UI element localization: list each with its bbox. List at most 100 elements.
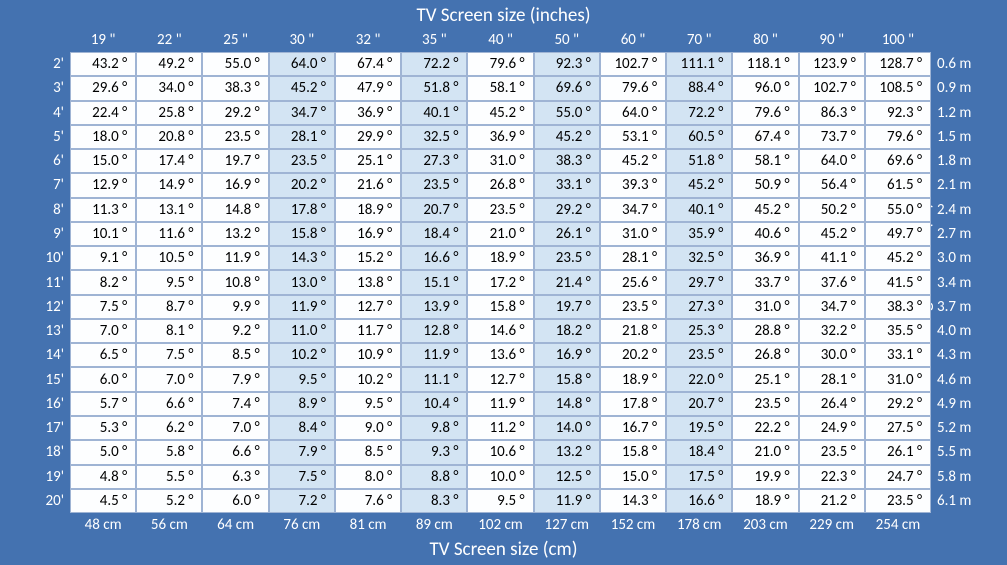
data-cell: 51.8 °: [666, 149, 732, 173]
data-cell: 58.1 °: [467, 76, 533, 100]
data-cell: 20.7 °: [401, 198, 467, 222]
data-cell: 23.5 °: [865, 489, 931, 513]
data-cell: 7.6 °: [335, 489, 401, 513]
row-label-meters: 2.7 m: [931, 222, 977, 246]
data-cell: 73.7 °: [799, 125, 865, 149]
row-label-feet: 5': [30, 125, 70, 149]
data-cell: 6.2 °: [136, 416, 202, 440]
data-cell: 13.2 °: [202, 222, 268, 246]
row-label-feet: 20': [30, 489, 70, 513]
data-cell: 45.2 °: [799, 222, 865, 246]
data-cell: 6.6 °: [136, 392, 202, 416]
data-cell: 28.8 °: [732, 319, 798, 343]
table-row: 19'4.8 °5.5 °6.3 °7.5 °8.0 °8.8 °10.0 °1…: [30, 465, 977, 489]
data-cell: 13.8 °: [335, 270, 401, 294]
data-cell: 19.7 °: [202, 149, 268, 173]
col-header-inches: 100 ": [865, 28, 931, 52]
data-cell: 123.9 °: [799, 52, 865, 76]
data-cell: 10.6 °: [467, 440, 533, 464]
col-header-inches: 50 ": [534, 28, 600, 52]
data-cell: 9.9 °: [202, 295, 268, 319]
data-cell: 8.5 °: [202, 343, 268, 367]
data-cell: 35.9 °: [666, 222, 732, 246]
data-cell: 11.2 °: [467, 416, 533, 440]
data-cell: 11.9 °: [202, 246, 268, 270]
data-cell: 64.0 °: [269, 52, 335, 76]
data-cell: 15.0 °: [600, 465, 666, 489]
data-cell: 7.9 °: [269, 440, 335, 464]
data-cell: 35.5 °: [865, 319, 931, 343]
data-cell: 9.3 °: [401, 440, 467, 464]
data-cell: 43.2 °: [70, 52, 136, 76]
data-cell: 29.7 °: [666, 270, 732, 294]
data-cell: 17.8 °: [600, 392, 666, 416]
data-cell: 25.3 °: [666, 319, 732, 343]
row-label-meters: 0.9 m: [931, 76, 977, 100]
data-cell: 25.6 °: [600, 270, 666, 294]
data-cell: 18.4 °: [401, 222, 467, 246]
data-cell: 25.8 °: [136, 101, 202, 125]
data-cell: 18.2 °: [534, 319, 600, 343]
data-cell: 36.9 °: [732, 246, 798, 270]
data-cell: 30.0 °: [799, 343, 865, 367]
data-cell: 7.0 °: [202, 416, 268, 440]
data-cell: 60.5 °: [666, 125, 732, 149]
data-cell: 23.5 °: [202, 125, 268, 149]
data-cell: 45.2 °: [666, 173, 732, 197]
data-cell: 38.3 °: [534, 149, 600, 173]
data-cell: 11.0 °: [269, 319, 335, 343]
data-cell: 12.7 °: [467, 367, 533, 391]
row-label-meters: 6.1 m: [931, 489, 977, 513]
data-cell: 7.0 °: [136, 367, 202, 391]
data-cell: 21.8 °: [600, 319, 666, 343]
row-label-meters: 3.7 m: [931, 295, 977, 319]
data-cell: 45.2 °: [600, 149, 666, 173]
data-cell: 41.5 °: [865, 270, 931, 294]
data-cell: 31.0 °: [732, 295, 798, 319]
data-cell: 5.7 °: [70, 392, 136, 416]
data-cell: 23.5 °: [732, 392, 798, 416]
col-header-inches: 32 ": [335, 28, 401, 52]
data-cell: 21.0 °: [732, 440, 798, 464]
data-cell: 11.9 °: [534, 489, 600, 513]
table-row: 4'22.4 °25.8 °29.2 °34.7 °36.9 °40.1 °45…: [30, 101, 977, 125]
data-cell: 18.9 °: [732, 489, 798, 513]
data-cell: 45.2 °: [534, 125, 600, 149]
data-cell: 19.7 °: [534, 295, 600, 319]
data-cell: 41.1 °: [799, 246, 865, 270]
data-cell: 50.9 °: [732, 173, 798, 197]
data-cell: 15.0 °: [70, 149, 136, 173]
data-cell: 38.3 °: [865, 295, 931, 319]
data-cell: 27.3 °: [666, 295, 732, 319]
data-cell: 16.6 °: [401, 246, 467, 270]
data-cell: 53.1 °: [600, 125, 666, 149]
row-label-meters: 4.9 m: [931, 392, 977, 416]
data-cell: 64.0 °: [799, 149, 865, 173]
data-cell: 22.2 °: [732, 416, 798, 440]
row-label-meters: 1.5 m: [931, 125, 977, 149]
data-cell: 96.0 °: [732, 76, 798, 100]
data-cell: 9.5 °: [136, 270, 202, 294]
row-label-meters: 4.3 m: [931, 343, 977, 367]
data-cell: 21.6 °: [335, 173, 401, 197]
table-row: 11'8.2 °9.5 °10.8 °13.0 °13.8 °15.1 °17.…: [30, 270, 977, 294]
data-cell: 31.0 °: [467, 149, 533, 173]
data-cell: 5.5 °: [136, 465, 202, 489]
data-cell: 118.1 °: [732, 52, 798, 76]
data-cell: 23.5 °: [666, 343, 732, 367]
data-cell: 15.2 °: [335, 246, 401, 270]
data-cell: 128.7 °: [865, 52, 931, 76]
row-label-meters: 1.8 m: [931, 149, 977, 173]
col-header-cm: 56 cm: [136, 513, 202, 537]
data-cell: 40.1 °: [666, 198, 732, 222]
data-cell: 22.0 °: [666, 367, 732, 391]
col-header-cm: 102 cm: [467, 513, 533, 537]
data-cell: 56.4 °: [799, 173, 865, 197]
col-header-inches: 30 ": [269, 28, 335, 52]
data-cell: 32.5 °: [666, 246, 732, 270]
data-cell: 10.2 °: [335, 367, 401, 391]
row-label-feet: 7': [30, 173, 70, 197]
data-cell: 92.3 °: [865, 101, 931, 125]
row-label-meters: 1.2 m: [931, 101, 977, 125]
data-cell: 13.2 °: [534, 440, 600, 464]
